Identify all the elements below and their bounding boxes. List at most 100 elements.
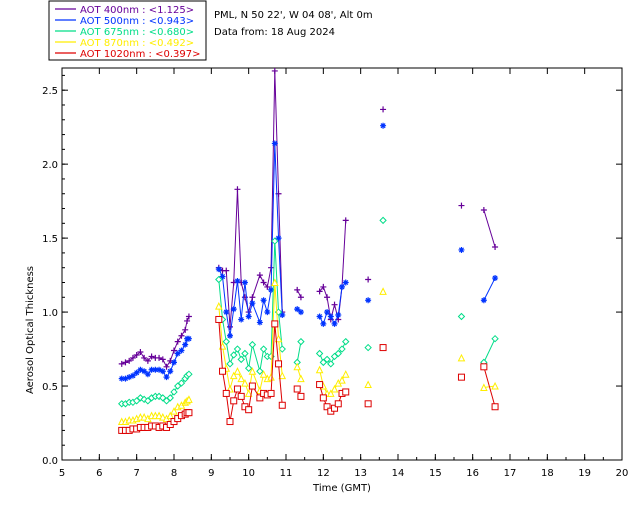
- data-point: [491, 334, 499, 343]
- data-point: [215, 275, 223, 284]
- series-line-segment: [483, 338, 496, 363]
- series-line-segment: [266, 289, 272, 313]
- series-line-segment: [337, 286, 343, 316]
- series-line-segment: [222, 346, 227, 369]
- data-point: [166, 411, 175, 420]
- data-point: [244, 364, 253, 372]
- date-text: Data from: 18 Aug 2024: [214, 27, 335, 38]
- data-point: [226, 418, 234, 426]
- series-line-segment: [251, 344, 261, 372]
- data-point: [331, 404, 339, 412]
- series-line-segment: [218, 319, 224, 372]
- data-point: [248, 340, 257, 349]
- data-point: [141, 368, 148, 375]
- x-tick-label: 17: [504, 468, 517, 479]
- data-point: [259, 345, 268, 353]
- data-point: [148, 353, 155, 360]
- data-point: [260, 297, 267, 304]
- data-point: [297, 374, 305, 383]
- x-tick-label: 11: [280, 468, 293, 479]
- data-point: [214, 302, 223, 310]
- data-point: [278, 401, 286, 409]
- legend-label: AOT 500nm : <0.943>: [80, 16, 194, 27]
- data-point: [365, 276, 372, 283]
- data-point: [230, 351, 238, 359]
- legend-label: AOT 1020nm : <0.397>: [80, 49, 200, 60]
- data-point: [230, 397, 238, 405]
- data-point: [229, 371, 238, 380]
- series-line-segment: [270, 323, 276, 394]
- series-line-segment: [270, 241, 276, 357]
- data-point: [342, 388, 350, 396]
- data-point: [323, 355, 331, 364]
- data-point: [458, 202, 465, 209]
- legend: AOT 400nm : <1.125>AOT 500nm : <0.943> AO…: [48, 0, 207, 61]
- data-point: [170, 407, 178, 415]
- legend-label: AOT 870nm : <0.492>: [80, 38, 194, 49]
- series-line-segment: [278, 363, 283, 406]
- data-point: [380, 122, 387, 129]
- series-line-segment: [274, 143, 280, 239]
- data-point: [237, 355, 245, 364]
- series-layer: [117, 67, 499, 434]
- legend-label: AOT 400nm : <1.125>: [80, 5, 194, 16]
- series-line-segment: [177, 335, 182, 342]
- data-point: [380, 106, 387, 113]
- data-point: [256, 394, 264, 402]
- series-line-segment: [266, 267, 272, 288]
- series-line-segment: [259, 274, 265, 283]
- data-point: [129, 372, 136, 379]
- series-line-segment: [274, 241, 280, 313]
- data-point: [245, 313, 252, 320]
- series-line-segment: [322, 286, 328, 298]
- series-line-segment: [236, 280, 242, 320]
- data-point: [492, 275, 499, 282]
- data-point: [223, 309, 230, 316]
- series-line-segment: [278, 338, 283, 376]
- series-line-segment: [322, 311, 328, 325]
- data-point: [230, 306, 237, 313]
- data-point: [293, 385, 301, 393]
- data-point: [364, 400, 372, 408]
- data-point: [342, 279, 349, 286]
- data-point: [233, 367, 242, 375]
- data-point: [297, 309, 304, 316]
- series-line-segment: [483, 277, 496, 301]
- data-point: [219, 367, 227, 375]
- series-line-segment: [483, 366, 496, 407]
- data-point: [342, 337, 350, 346]
- data-point: [178, 332, 185, 339]
- series-line-segment: [240, 282, 246, 298]
- data-point: [271, 320, 279, 328]
- data-point: [170, 388, 178, 396]
- series-line-segment: [296, 341, 302, 363]
- data-point: [182, 341, 189, 348]
- data-point: [227, 323, 233, 330]
- data-point: [341, 370, 350, 378]
- data-point: [159, 368, 166, 375]
- series-line-segment: [270, 143, 276, 290]
- data-point: [140, 412, 148, 421]
- x-tick-label: 18: [541, 468, 554, 479]
- x-tick-label: 19: [578, 468, 591, 479]
- data-point: [339, 283, 345, 290]
- x-tick-label: 7: [133, 468, 139, 479]
- series-line-segment: [483, 209, 496, 248]
- series-line-segment: [248, 344, 253, 369]
- x-tick-label: 20: [616, 468, 629, 479]
- x-axis-label: Time (GMT): [312, 483, 371, 494]
- data-point: [324, 309, 331, 316]
- series-line-segment: [222, 319, 227, 342]
- series-line-segment: [334, 314, 339, 325]
- series-line-segment: [341, 220, 347, 287]
- x-tick-label: 12: [317, 468, 330, 479]
- data-point: [163, 363, 170, 370]
- data-point: [327, 313, 334, 320]
- data-point: [227, 332, 233, 339]
- series-line-segment: [270, 70, 276, 268]
- series-line-segment: [173, 341, 179, 351]
- data-point: [144, 357, 151, 364]
- series-line-segment: [236, 189, 242, 283]
- data-point: [326, 389, 335, 397]
- data-point: [166, 394, 174, 402]
